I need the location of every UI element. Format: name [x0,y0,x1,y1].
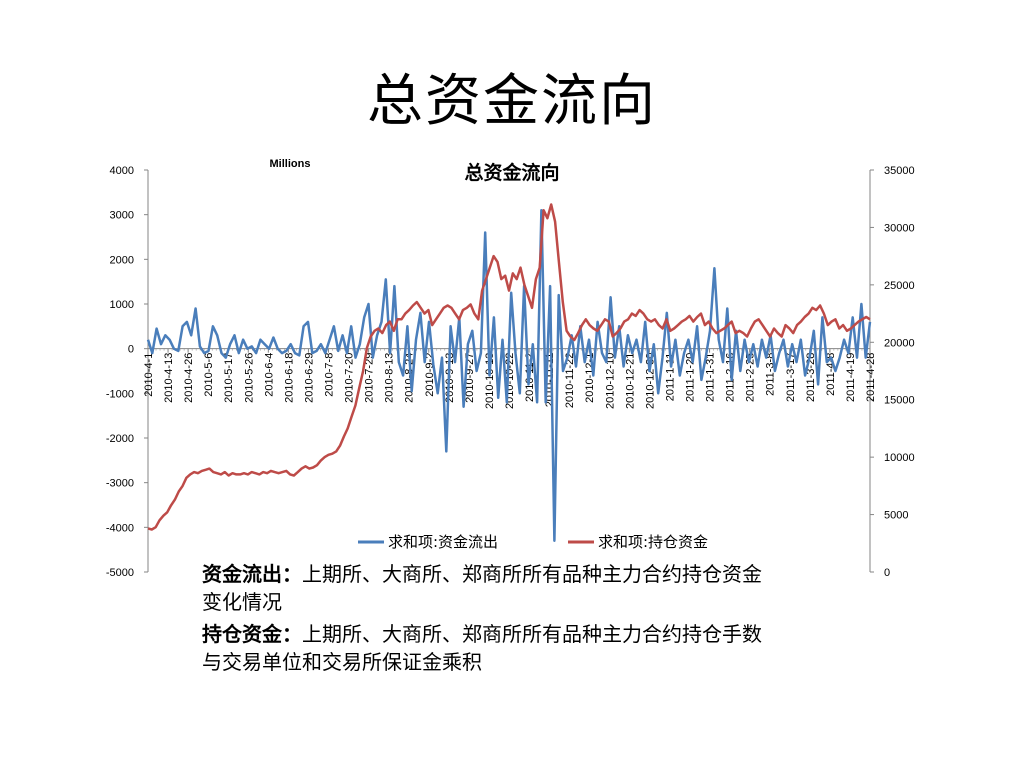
x-tick-label: 2010-7-29 [364,353,376,403]
note-holding: 持仓资金：上期所、大商所、郑商所所有品种主力合约持仓手数与交易单位和交易所保证金… [202,620,762,676]
x-tick-label: 2010-4-26 [183,353,195,403]
left-tick-label: -2000 [106,433,134,445]
right-tick-label: 20000 [884,337,915,349]
x-tick-label: 2010-12-30 [644,353,656,409]
plot-area [146,203,872,542]
x-tick-label: 2010-4-13 [163,353,175,403]
x-tick-label: 2010-7-8 [324,353,336,397]
note-outflow: 资金流出：上期所、大商所、郑商所所有品种主力合约持仓资金变化情况 [202,560,762,616]
legend: 求和项:资金流出 求和项:持仓资金 [358,533,708,551]
x-tick-label: 2010-6-18 [283,353,295,403]
legend-label: 求和项:资金流出 [388,533,498,551]
x-tick-label: 2010-11-22 [564,353,576,408]
series-line-outflow [146,208,872,542]
series-line-holding [147,203,871,531]
axes: 40003000200010000-1000-2000-3000-4000-50… [106,165,915,579]
x-tick-label: 2010-7-20 [344,353,356,403]
left-tick-label: 2000 [110,254,134,266]
left-tick-label: 3000 [110,210,134,222]
x-tick-label: 2010-10-13 [484,353,496,409]
x-tick-label: 2010-4-1 [143,353,155,397]
x-tick-label: 2011-3-8 [765,353,777,396]
legend-label: 求和项:持仓资金 [598,533,708,551]
left-axis-unit-label: Millions [270,158,311,170]
x-tick-label: 2011-4-19 [845,353,857,402]
left-tick-label: -4000 [106,522,134,534]
x-tick-label: 2011-1-11 [664,353,676,402]
note-text: 上期所、大商所、郑商所所有品种主力合约持仓资金变化情况 [202,562,762,614]
right-tick-label: 30000 [884,222,915,234]
right-tick-label: 10000 [884,452,915,464]
left-tick-label: -3000 [106,478,134,490]
x-tick-label: 2010-12-10 [604,353,616,409]
x-tick-label: 2010-12-21 [624,353,636,409]
note-term: 持仓资金： [202,622,302,646]
right-tick-label: 0 [884,567,890,579]
x-tick-label: 2011-4-28 [865,353,877,402]
chart-title: 总资金流向 [464,161,559,184]
right-tick-label: 25000 [884,280,915,292]
note-term: 资金流出： [202,562,302,586]
right-tick-label: 15000 [884,395,915,407]
left-tick-label: -5000 [106,567,134,579]
left-tick-label: -1000 [106,388,134,400]
x-tick-label: 2011-2-25 [745,353,757,402]
left-tick-label: 4000 [110,165,134,177]
x-tick-label: 2010-5-26 [243,353,255,403]
left-tick-label: 0 [128,344,134,356]
right-tick-label: 35000 [884,165,915,177]
x-tick-label: 2011-1-20 [685,353,697,402]
note-text: 上期所、大商所、郑商所所有品种主力合约持仓手数与交易单位和交易所保证金乘积 [202,622,762,674]
slide-title: 总资金流向 [367,69,657,134]
x-tick-label: 2010-8-13 [384,353,396,403]
right-tick-label: 5000 [884,510,908,522]
x-tick-label: 2011-1-31 [705,353,717,402]
x-tick-label: 2010-6-29 [303,353,315,403]
left-tick-label: 1000 [110,299,134,311]
fund-flow-chart: 总资金流向 Millions 40003000200010000-1000-20… [106,158,915,579]
x-tick-label: 2010-5-17 [223,353,235,403]
x-tick-label: 2010-6-4 [263,353,275,397]
x-tick-label: 2010-5-6 [203,353,215,397]
notes: 资金流出：上期所、大商所、郑商所所有品种主力合约持仓资金变化情况 持仓资金：上期… [202,560,762,680]
